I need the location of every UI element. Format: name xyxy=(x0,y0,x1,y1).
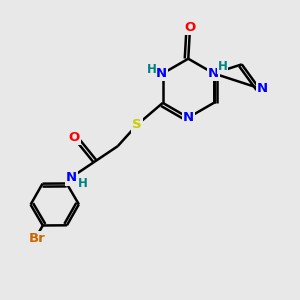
Text: N: N xyxy=(156,67,167,80)
Text: H: H xyxy=(147,62,157,76)
Text: N: N xyxy=(208,67,219,80)
Text: O: O xyxy=(68,131,80,144)
Text: H: H xyxy=(78,177,88,190)
Text: H: H xyxy=(218,61,227,74)
Text: O: O xyxy=(184,21,195,34)
Text: Br: Br xyxy=(28,232,45,245)
Text: N: N xyxy=(257,82,268,95)
Text: S: S xyxy=(132,118,142,131)
Text: N: N xyxy=(66,172,77,184)
Text: N: N xyxy=(183,111,194,124)
